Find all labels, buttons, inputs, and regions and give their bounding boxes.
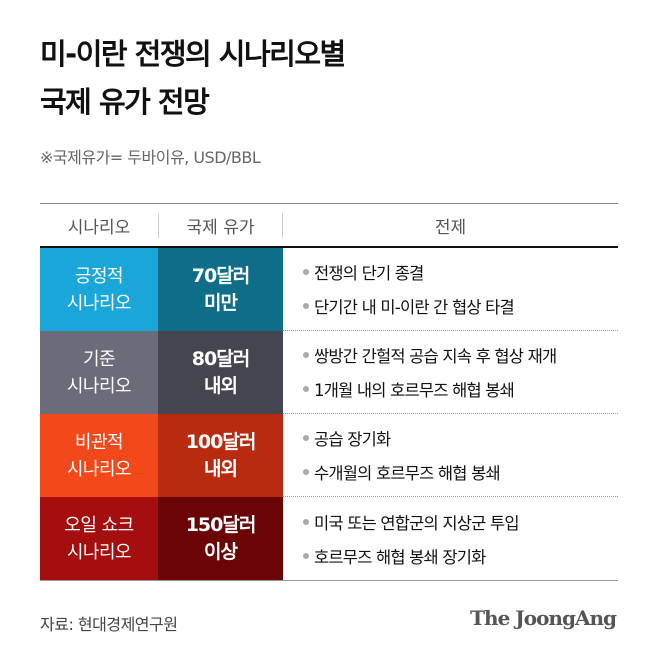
premise-item: 쌍방간 간헐적 공습 지속 후 협상 재개	[303, 343, 618, 367]
premise-item: 전쟁의 단기 종결	[303, 260, 618, 284]
premise-item: 공습 장기화	[303, 426, 618, 450]
scenario-cell: 기준 시나리오	[40, 331, 158, 414]
publisher-logo: The JoongAng	[470, 606, 617, 630]
price-cell: 100달러 내외	[158, 414, 283, 497]
header-premise: 전제	[434, 217, 467, 238]
price-cell: 80달러 내외	[158, 331, 283, 414]
premise-item: 단기간 내 미-이란 간 협상 타결	[303, 294, 618, 318]
premise-item: 호르무즈 해협 봉쇄 장기화	[303, 544, 618, 568]
bullet-icon	[303, 269, 309, 275]
page-title: 미-이란 전쟁의 시나리오별 국제 유가 전망	[40, 30, 346, 126]
bullet-icon	[303, 352, 309, 358]
header-scenario: 시나리오	[67, 217, 131, 238]
premise-cell: 쌍방간 간헐적 공습 지속 후 협상 재개 1개월 내의 호르무즈 해협 봉쇄	[283, 331, 618, 414]
bullet-icon	[303, 303, 309, 309]
scenario-table: 시나리오 국제 유가 전제 긍정적 시나리오 70달러 미만 전쟁의 단기 종결…	[40, 203, 618, 580]
table-header: 시나리오 국제 유가 전제	[40, 204, 618, 248]
price-cell: 150달러 이상	[158, 497, 283, 580]
premise-text: 미국 또는 연합군의 지상군 투입	[314, 513, 520, 533]
premise-text: 쌍방간 간헐적 공습 지속 후 협상 재개	[314, 347, 557, 366]
premise-item: 수개월의 호르무즈 해협 봉쇄	[303, 460, 618, 484]
scenario-cell: 긍정적 시나리오	[40, 248, 158, 331]
bullet-icon	[303, 469, 309, 475]
bullet-icon	[303, 552, 309, 559]
bullet-icon	[303, 518, 309, 525]
premise-text: 공습 장기화	[314, 430, 391, 449]
premise-text: 호르무즈 해협 봉쇄 장기화	[314, 547, 486, 567]
subtitle: ※국제유가= 두바이유, USD/BBL	[40, 148, 261, 167]
premise-item: 미국 또는 연합군의 지상군 투입	[303, 510, 618, 534]
scenario-cell: 비관적 시나리오	[40, 414, 158, 497]
premise-text: 수개월의 호르무즈 해협 봉쇄	[314, 464, 501, 483]
bottom-rule	[40, 580, 618, 581]
table-row: 기준 시나리오 80달러 내외 쌍방간 간헐적 공습 지속 후 협상 재개 1개월…	[40, 331, 618, 414]
title-line-2: 국제 유가 전망	[40, 85, 210, 119]
source-note: 자료: 현대경제연구원	[40, 615, 178, 634]
title-line-1: 미-이란 전쟁의 시나리오별	[40, 37, 346, 71]
premise-item: 1개월 내의 호르무즈 해협 봉쇄	[303, 377, 618, 401]
scenario-cell: 오일 쇼크 시나리오	[40, 497, 158, 580]
premise-text: 전쟁의 단기 종결	[314, 264, 424, 283]
premise-text: 1개월 내의 호르무즈 해협 봉쇄	[314, 381, 515, 400]
bullet-icon	[303, 435, 309, 441]
header-oil-price: 국제 유가	[158, 212, 283, 238]
price-cell: 70달러 미만	[158, 248, 283, 331]
premise-text: 단기간 내 미-이란 간 협상 타결	[314, 298, 515, 317]
bullet-icon	[303, 386, 309, 392]
